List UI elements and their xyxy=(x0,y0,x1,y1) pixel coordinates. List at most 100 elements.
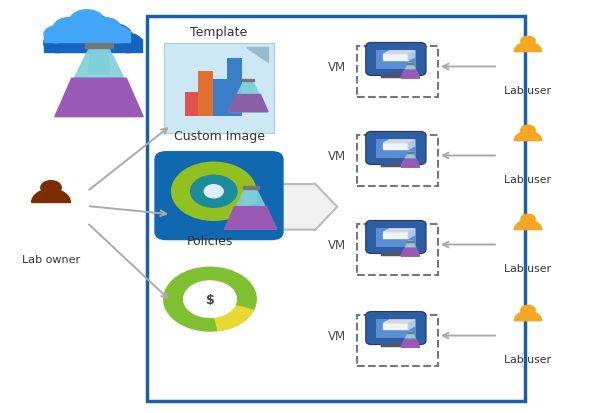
Bar xyxy=(242,80,254,82)
Circle shape xyxy=(106,27,130,44)
Text: Lab owner: Lab owner xyxy=(22,254,80,264)
Text: Lab user: Lab user xyxy=(505,85,551,95)
Wedge shape xyxy=(210,299,253,331)
Bar xyxy=(213,80,227,117)
Text: VM: VM xyxy=(328,238,346,251)
Bar xyxy=(407,332,413,333)
Text: VM: VM xyxy=(328,61,346,74)
Text: VM: VM xyxy=(328,329,346,342)
FancyBboxPatch shape xyxy=(154,152,284,241)
Circle shape xyxy=(115,34,142,53)
FancyBboxPatch shape xyxy=(147,17,525,401)
Polygon shape xyxy=(408,332,413,338)
Bar xyxy=(227,59,242,117)
Polygon shape xyxy=(401,153,419,168)
Wedge shape xyxy=(514,311,542,321)
FancyBboxPatch shape xyxy=(366,312,426,345)
FancyBboxPatch shape xyxy=(357,47,438,98)
Circle shape xyxy=(44,34,71,53)
Circle shape xyxy=(69,11,105,35)
Bar xyxy=(242,187,259,190)
Circle shape xyxy=(44,27,68,44)
Bar xyxy=(198,72,212,117)
Polygon shape xyxy=(246,48,268,63)
Text: $: $ xyxy=(206,293,214,306)
Polygon shape xyxy=(401,71,419,79)
Bar xyxy=(185,93,199,117)
Circle shape xyxy=(164,268,256,331)
Circle shape xyxy=(191,176,237,208)
Circle shape xyxy=(53,19,85,41)
Polygon shape xyxy=(401,249,419,256)
Polygon shape xyxy=(383,140,415,144)
Text: Lab user: Lab user xyxy=(505,263,551,273)
Polygon shape xyxy=(55,79,143,117)
Circle shape xyxy=(54,25,91,50)
Polygon shape xyxy=(383,323,409,330)
Circle shape xyxy=(73,16,113,44)
Circle shape xyxy=(521,306,535,316)
Polygon shape xyxy=(401,160,419,168)
Polygon shape xyxy=(225,207,277,230)
Circle shape xyxy=(521,215,535,225)
Bar xyxy=(85,44,113,49)
FancyBboxPatch shape xyxy=(376,228,416,248)
Text: VM: VM xyxy=(328,150,346,162)
Polygon shape xyxy=(383,320,415,323)
Text: Lab user: Lab user xyxy=(505,354,551,364)
Circle shape xyxy=(89,19,121,41)
Polygon shape xyxy=(225,188,277,230)
Polygon shape xyxy=(401,64,419,79)
Bar xyxy=(407,152,413,154)
FancyBboxPatch shape xyxy=(164,44,274,133)
Wedge shape xyxy=(514,221,542,230)
Polygon shape xyxy=(229,81,268,112)
Polygon shape xyxy=(383,144,409,150)
Polygon shape xyxy=(244,188,257,204)
Polygon shape xyxy=(409,52,415,61)
Bar xyxy=(44,40,142,53)
Polygon shape xyxy=(383,52,415,55)
FancyBboxPatch shape xyxy=(376,50,416,70)
Polygon shape xyxy=(401,332,419,347)
Text: Policies: Policies xyxy=(187,235,233,248)
Circle shape xyxy=(41,181,61,195)
Text: Custom Image: Custom Image xyxy=(173,130,265,142)
FancyBboxPatch shape xyxy=(366,132,426,165)
FancyBboxPatch shape xyxy=(357,315,438,367)
Polygon shape xyxy=(408,64,413,70)
FancyBboxPatch shape xyxy=(357,135,438,187)
Polygon shape xyxy=(383,229,415,233)
FancyBboxPatch shape xyxy=(366,221,426,254)
Polygon shape xyxy=(409,320,415,330)
Polygon shape xyxy=(401,242,419,256)
Polygon shape xyxy=(408,153,413,159)
Polygon shape xyxy=(55,47,143,117)
Circle shape xyxy=(521,126,535,136)
Polygon shape xyxy=(277,183,337,231)
Polygon shape xyxy=(409,229,415,239)
Polygon shape xyxy=(401,339,419,347)
Polygon shape xyxy=(244,81,253,93)
Wedge shape xyxy=(514,43,542,52)
FancyBboxPatch shape xyxy=(376,139,416,159)
Text: Template: Template xyxy=(190,26,248,39)
Polygon shape xyxy=(89,47,110,74)
FancyBboxPatch shape xyxy=(357,224,438,276)
Polygon shape xyxy=(383,55,409,61)
Text: Lab user: Lab user xyxy=(505,174,551,184)
Circle shape xyxy=(521,37,535,47)
Polygon shape xyxy=(408,242,413,247)
FancyBboxPatch shape xyxy=(366,43,426,76)
Bar xyxy=(407,241,413,242)
Circle shape xyxy=(184,281,236,318)
Polygon shape xyxy=(229,95,268,112)
Bar xyxy=(44,32,130,43)
Wedge shape xyxy=(514,132,542,141)
Wedge shape xyxy=(32,190,70,203)
Circle shape xyxy=(204,185,223,198)
Circle shape xyxy=(172,163,256,221)
FancyBboxPatch shape xyxy=(376,319,416,339)
Circle shape xyxy=(95,25,132,50)
Bar xyxy=(407,64,413,65)
